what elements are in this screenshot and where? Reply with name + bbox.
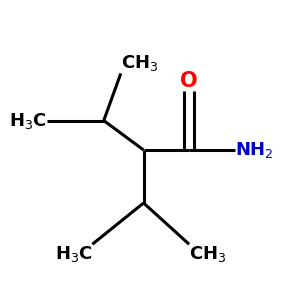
Text: CH$_3$: CH$_3$ [121,53,158,74]
Text: O: O [180,71,198,91]
Text: H$_3$C: H$_3$C [9,111,47,130]
Text: CH$_3$: CH$_3$ [189,244,226,264]
Text: NH$_2$: NH$_2$ [235,140,273,160]
Text: H$_3$C: H$_3$C [55,244,92,264]
